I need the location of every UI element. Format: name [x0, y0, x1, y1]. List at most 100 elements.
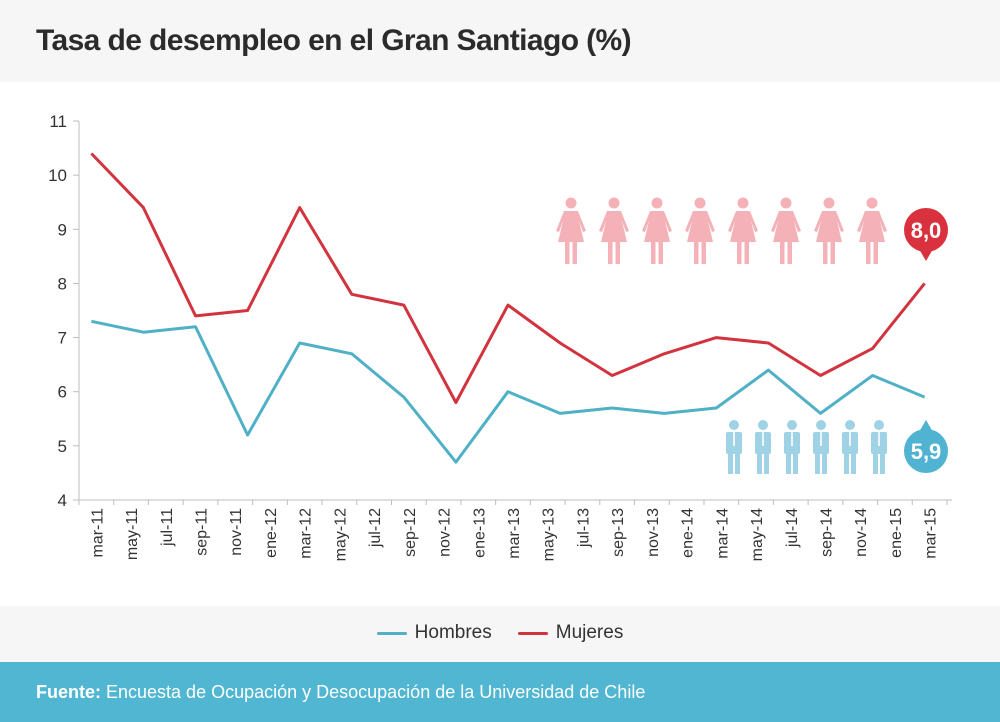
woman-icon-body	[599, 211, 629, 242]
woman-icon-leg	[658, 242, 663, 264]
man-icon-head	[816, 420, 826, 430]
woman-icon-head	[823, 197, 835, 209]
header: Tasa de desempleo en el Gran Santiago (%…	[0, 0, 1000, 82]
source-note: Fuente: Encuesta de Ocupación y Desocupa…	[36, 682, 645, 703]
man-icon	[871, 420, 887, 474]
woman-icon-body	[556, 211, 586, 242]
man-icon-leg	[880, 452, 885, 474]
woman-icon-head	[780, 197, 792, 209]
x-tick-label: sep-14	[818, 508, 835, 557]
chart-title: Tasa de desempleo en el Gran Santiago (%…	[36, 24, 632, 57]
x-tick-label: may-14	[749, 508, 766, 561]
x-tick-label: may-11	[124, 508, 141, 560]
y-tick-label: 6	[58, 383, 67, 402]
woman-icon-head	[866, 197, 878, 209]
woman-icon-head	[737, 197, 749, 209]
x-tick-label: ene-13	[471, 508, 488, 558]
woman-icon-body	[814, 211, 844, 242]
series-line-mujeres	[90, 152, 926, 404]
legend-item-mujeres: Mujeres	[517, 622, 623, 644]
man-icon-tie	[733, 432, 735, 446]
woman-icon-body	[642, 211, 672, 242]
man-icon-tie	[849, 432, 851, 446]
x-tick-label: nov-11	[228, 508, 245, 556]
man-icon	[726, 420, 742, 474]
badge-mujeres: 8,0	[904, 208, 948, 261]
woman-icon	[599, 197, 629, 264]
x-tick-label: may-12	[332, 508, 349, 561]
man-icon-head	[758, 420, 768, 430]
man-icon-head	[787, 420, 797, 430]
man-icon-leg	[757, 452, 762, 474]
x-tick-label: mar-12	[298, 508, 315, 559]
woman-icon-leg	[830, 242, 835, 264]
man-icon-leg	[764, 452, 769, 474]
x-tick-label: jul-14	[784, 508, 801, 548]
x-tick-label: nov-12	[437, 508, 454, 557]
footer: Fuente: Encuesta de Ocupación y Desocupa…	[0, 662, 1000, 722]
woman-icon-body	[857, 211, 887, 242]
woman-icon	[685, 197, 715, 264]
woman-icon	[728, 197, 758, 264]
y-tick-label: 7	[58, 329, 67, 348]
man-icon-leg	[786, 452, 791, 474]
badge-hombres-pointer	[919, 420, 933, 432]
legend-swatch-hombres	[376, 631, 407, 635]
man-icon-head	[729, 420, 739, 430]
woman-icon-leg	[565, 242, 570, 264]
woman-icon-body	[685, 211, 715, 242]
woman-icon-head	[651, 197, 663, 209]
x-tick-label: mar-14	[714, 508, 731, 559]
x-tick-label: sep-11	[194, 508, 211, 556]
badge-hombres-label: 5,9	[911, 439, 942, 464]
man-icon-leg	[815, 452, 820, 474]
x-tick-label: nov-14	[853, 508, 870, 557]
man-icon	[842, 420, 858, 474]
woman-icon-head	[608, 197, 620, 209]
x-tick-label: ene-15	[888, 508, 905, 558]
woman-icon-leg	[873, 242, 878, 264]
man-icon-leg	[873, 452, 878, 474]
y-tick-label: 4	[58, 491, 67, 510]
man-icon-leg	[793, 452, 798, 474]
y-tick-label: 8	[58, 274, 67, 293]
man-icon-leg	[851, 452, 856, 474]
man-icon-head	[845, 420, 855, 430]
woman-icon	[771, 197, 801, 264]
man-icon-tie	[791, 432, 793, 446]
legend-label-hombres: Hombres	[414, 622, 492, 643]
y-tick-label: 5	[58, 437, 67, 456]
x-tick-label: may-13	[541, 508, 558, 561]
woman-icon	[814, 197, 844, 264]
y-tick-label: 11	[49, 112, 67, 131]
man-icon-tie	[762, 432, 764, 446]
x-tick-label: jul-12	[367, 508, 384, 548]
man-icon	[813, 420, 829, 474]
x-tick-label: jul-11	[159, 508, 176, 547]
woman-icon-leg	[608, 242, 613, 264]
line-chart: 4 5 6 7 8 9 10 11 mar-11 may-11 jul-11 sep-11 nov-11…	[48, 112, 952, 561]
man-icon-tie	[820, 432, 822, 446]
woman-icon-leg	[866, 242, 871, 264]
woman-icon-leg	[737, 242, 742, 264]
woman-icon-leg	[823, 242, 828, 264]
woman-icon	[857, 197, 887, 264]
man-icon-leg	[735, 452, 740, 474]
x-tick-label: nov-13	[645, 508, 662, 557]
badge-mujeres-label: 8,0	[911, 218, 942, 243]
man-icon-leg	[822, 452, 827, 474]
chart-area: 4 5 6 7 8 9 10 11 mar-11 may-11 jul-11 sep-11 nov-11…	[0, 82, 1000, 606]
x-tick-label: sep-12	[402, 508, 419, 557]
woman-icon-leg	[787, 242, 792, 264]
woman-icon-leg	[572, 242, 577, 264]
badge-hombres: 5,9	[904, 420, 948, 473]
man-icon-tie	[878, 432, 880, 446]
x-tick-label: mar-11	[89, 508, 106, 558]
woman-icon	[642, 197, 672, 264]
woman-icon-leg	[694, 242, 699, 264]
woman-icon-body	[728, 211, 758, 242]
woman-icon-leg	[615, 242, 620, 264]
y-tick-label: 10	[48, 166, 67, 185]
x-tick-label: sep-13	[610, 508, 627, 557]
badge-mujeres-circle	[904, 208, 948, 252]
